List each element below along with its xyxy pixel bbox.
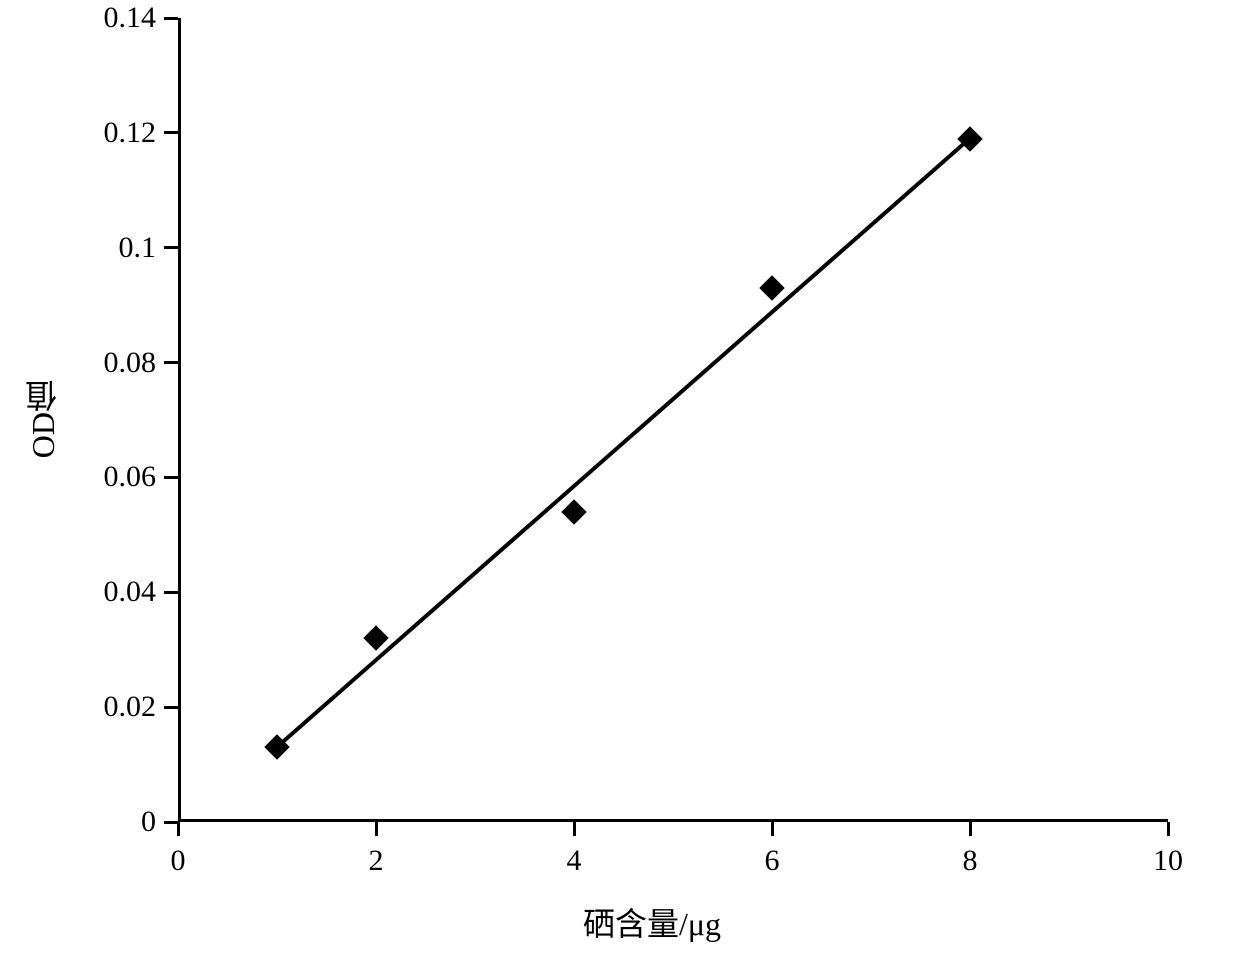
y-tick xyxy=(164,246,178,249)
y-tick xyxy=(164,131,178,134)
x-tick-label: 2 xyxy=(346,844,406,878)
x-tick-label: 8 xyxy=(940,844,1000,878)
x-tick xyxy=(771,822,774,836)
x-tick xyxy=(1167,822,1170,836)
x-tick-label: 6 xyxy=(742,844,802,878)
y-tick xyxy=(164,706,178,709)
y-tick-label: 0.08 xyxy=(104,346,157,380)
y-tick xyxy=(164,17,178,20)
y-axis-title: OD值 xyxy=(20,380,66,458)
y-tick-label: 0.04 xyxy=(104,575,157,609)
x-tick-label: 10 xyxy=(1138,844,1198,878)
chart-container: OD值 硒含量/μg 0 0.02 0.04 0.06 0.08 0.1 0.12 0.14 0… xyxy=(0,0,1240,977)
y-tick-label: 0.12 xyxy=(104,116,157,150)
x-tick-label: 4 xyxy=(544,844,604,878)
x-tick xyxy=(573,822,576,836)
y-tick xyxy=(164,361,178,364)
y-tick-label: 0.06 xyxy=(104,460,157,494)
x-tick xyxy=(375,822,378,836)
y-tick-label: 0.1 xyxy=(119,231,157,265)
x-axis-title: 硒含量/μg xyxy=(583,899,721,945)
y-tick-label: 0.14 xyxy=(104,1,157,35)
x-tick xyxy=(969,822,972,836)
y-tick xyxy=(164,591,178,594)
y-tick-label: 0 xyxy=(141,805,156,839)
x-tick-label: 0 xyxy=(148,844,208,878)
y-tick xyxy=(164,476,178,479)
y-tick-label: 0.02 xyxy=(104,690,157,724)
x-tick xyxy=(177,822,180,836)
